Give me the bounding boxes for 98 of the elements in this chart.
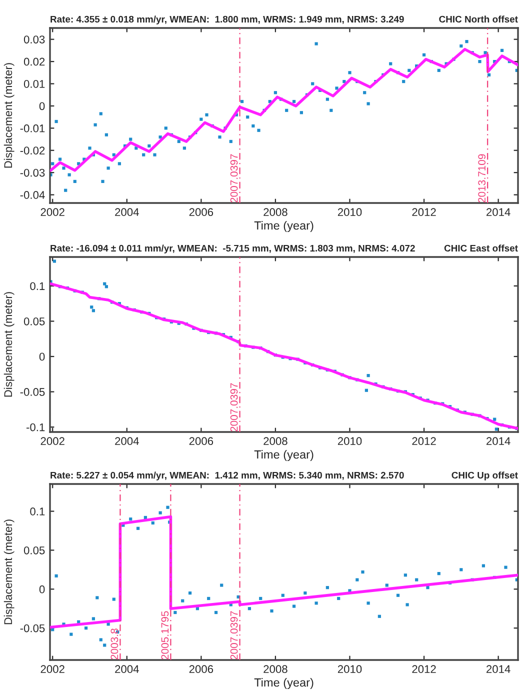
x-tick-label: 2002 <box>40 665 64 674</box>
point <box>482 564 486 568</box>
y-tick-label: 0.02 <box>24 58 45 66</box>
y-tick-label: 0.03 <box>24 36 45 44</box>
x-tick-label: 2012 <box>412 665 436 674</box>
y-tick-label: 0 <box>39 102 45 110</box>
point <box>207 596 210 600</box>
point <box>361 570 364 574</box>
point <box>151 521 154 524</box>
ref-line-label: 2003.8 <box>110 628 118 660</box>
x-tick-label: 2014 <box>486 665 510 674</box>
point <box>314 602 318 605</box>
x-tick-label: 2004 <box>115 208 139 216</box>
point <box>220 584 224 587</box>
y-tick-label: -0.02 <box>20 146 45 154</box>
point <box>84 626 88 630</box>
point <box>366 602 370 605</box>
point <box>281 594 284 597</box>
y-tick-label: 0.1 <box>30 508 45 516</box>
point <box>378 614 382 618</box>
point <box>304 591 307 595</box>
x-tick-label: 2008 <box>264 665 288 674</box>
point <box>337 596 340 600</box>
x-axis-title: Time (year) <box>254 450 314 461</box>
y-tick-label: -0.05 <box>20 624 45 632</box>
ref-line-label: 2005.1795 <box>161 611 169 660</box>
point <box>404 574 408 577</box>
point <box>437 572 440 576</box>
point <box>259 596 262 600</box>
point <box>292 604 296 608</box>
point <box>96 596 99 600</box>
point <box>54 574 58 578</box>
point <box>99 638 102 642</box>
chart-subtitle: CHIC East offset <box>444 244 518 252</box>
point <box>188 591 192 595</box>
x-tick-label: 2014 <box>486 437 510 446</box>
point <box>70 632 73 636</box>
point <box>158 511 162 514</box>
ref-line-label: 2007.0397 <box>230 383 238 432</box>
x-axis-title: Time (year) <box>254 678 314 689</box>
y-axis-title: Displacement (meter) <box>4 520 14 624</box>
x-tick-label: 2008 <box>264 208 288 216</box>
point <box>326 586 330 590</box>
y-axis-title: Displacement (meter) <box>4 63 14 168</box>
y-tick-label: -0.01 <box>20 124 45 132</box>
point <box>214 610 218 614</box>
point <box>396 594 400 597</box>
point <box>136 526 140 530</box>
point <box>129 517 132 521</box>
point <box>270 609 274 612</box>
y-tick-label: 0.1 <box>30 282 45 290</box>
point <box>112 598 116 601</box>
chart-title: Rate: 4.355 ± 0.018 mm/yr, WMEAN: 1.800 mm, WRMS: 1.949 mm, NRMS: 3.249 <box>50 16 404 24</box>
x-tick-label: 2006 <box>189 665 214 674</box>
x-tick-label: 2010 <box>338 665 362 674</box>
x-axis-title: Time (year) <box>254 220 314 232</box>
y-tick-label: -0.1 <box>26 423 45 432</box>
y-tick-label: 0 <box>39 585 45 594</box>
x-tick-label: 2010 <box>338 208 362 216</box>
point <box>174 610 177 614</box>
point <box>406 603 409 606</box>
point <box>166 506 170 509</box>
ref-line-label: 2007.0397 <box>230 154 238 202</box>
x-tick-label: 2004 <box>115 665 139 674</box>
point <box>460 568 463 572</box>
point <box>181 599 184 602</box>
x-tick-label: 2010 <box>338 437 362 446</box>
x-tick-label: 2002 <box>40 437 64 446</box>
point <box>103 644 106 647</box>
y-tick-label: 0.05 <box>24 546 45 554</box>
x-tick-label: 2012 <box>412 208 436 216</box>
x-tick-label: 2006 <box>189 437 214 446</box>
y-tick-label: 0.05 <box>24 317 45 326</box>
x-tick-label: 2002 <box>40 208 64 216</box>
chart-title: Rate: 5.227 ± 0.054 mm/yr, WMEAN: 1.412 mm, WRMS: 5.340 mm, NRMS: 2.570 <box>50 472 404 480</box>
x-tick-label: 2006 <box>189 208 214 216</box>
y-tick-label: 0 <box>39 352 45 361</box>
x-tick-label: 2014 <box>486 208 510 216</box>
point <box>415 578 418 582</box>
chart-title: Rate: -16.094 ± 0.011 mm/yr, WMEAN: -5.715 mm, WRMS: 1.803 mm, NRMS: 4.072 <box>50 244 415 254</box>
x-tick-label: 2004 <box>115 437 139 446</box>
y-tick-label: -0.04 <box>20 191 45 199</box>
chart-subtitle: CHIC Up offset <box>452 472 518 480</box>
point <box>385 584 388 587</box>
ref-line-label: 2007.0397 <box>230 611 238 660</box>
chart-subtitle: CHIC North offset <box>439 16 518 23</box>
x-tick-label: 2008 <box>264 437 288 446</box>
y-tick-label: 0.01 <box>24 80 45 88</box>
point <box>92 617 96 620</box>
point <box>248 607 252 610</box>
y-axis-title: Displacement (meter) <box>4 292 14 397</box>
x-tick-label: 2012 <box>412 437 436 446</box>
point <box>356 578 359 582</box>
point <box>426 586 430 590</box>
point <box>504 566 508 569</box>
ref-line-label: 2013.7109 <box>478 154 486 202</box>
y-tick-label: -0.05 <box>20 388 45 396</box>
y-tick-label: -0.03 <box>20 168 45 177</box>
